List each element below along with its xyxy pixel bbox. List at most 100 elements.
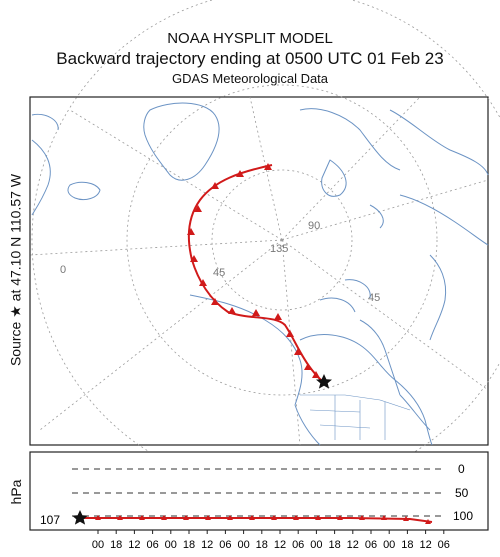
- h-marker-7: [227, 515, 233, 520]
- h-marker-12: [337, 515, 343, 520]
- time-tick-label: 06: [146, 539, 158, 551]
- marker-10: [252, 309, 260, 316]
- h-marker-13: [359, 515, 365, 520]
- se-asia-coast: [399, 394, 431, 431]
- marker-14: [304, 363, 312, 370]
- marker-8: [211, 298, 219, 305]
- h-marker-8: [249, 515, 255, 520]
- h-marker-1: [95, 515, 101, 520]
- latitude-circles: [31, 0, 500, 491]
- h-marker-14: [381, 515, 387, 520]
- h-marker-5: [183, 515, 189, 520]
- trajectory-markers: [187, 163, 320, 378]
- europe-coast: [31, 139, 51, 216]
- h-marker-15: [403, 516, 409, 521]
- marker-15: [312, 371, 320, 378]
- arctic-island-2: [369, 204, 384, 229]
- marker-9: [228, 307, 236, 314]
- time-tick-label: 00: [92, 539, 104, 551]
- source-star-icon: [316, 374, 332, 389]
- grid-label-90: 90: [308, 220, 320, 232]
- marker-1: [264, 163, 272, 170]
- time-tick-label: 12: [201, 539, 213, 551]
- alaska-bc-coast: [189, 294, 303, 406]
- time-tick-label: 06: [365, 539, 377, 551]
- map-frame: [29, 96, 489, 446]
- time-tick-label: 12: [128, 539, 140, 551]
- marker-12: [286, 330, 294, 337]
- lat-circle-middle: [126, 84, 438, 396]
- meridian-5: [281, 96, 421, 241]
- height-trace: [80, 517, 433, 523]
- us-state-borders: [300, 394, 411, 440]
- time-tick-label: 12: [347, 539, 359, 551]
- marker-3: [211, 182, 219, 189]
- meridian-6: [281, 179, 489, 241]
- meridian-1: [39, 239, 283, 431]
- arctic-coast-1: [299, 108, 401, 171]
- meridian-3: [69, 109, 283, 241]
- arctic-island-1: [321, 159, 347, 197]
- time-tick-label: 18: [183, 539, 195, 551]
- title-line-2: Backward trajectory ending at 0500 UTC 0…: [56, 49, 444, 68]
- iceland-coast: [67, 181, 101, 201]
- time-tick-label: 06: [219, 539, 231, 551]
- h-marker-2: [117, 515, 123, 520]
- grid-label-0: 0: [60, 264, 66, 276]
- marker-6: [190, 255, 198, 262]
- time-tick-label: 12: [274, 539, 286, 551]
- h-marker-6: [205, 515, 211, 520]
- time-tick-label: 00: [237, 539, 249, 551]
- h-marker-3: [139, 515, 145, 520]
- grid-label-45-right: 45: [368, 292, 380, 304]
- marker-13: [294, 348, 302, 355]
- h-marker-16: [425, 519, 431, 524]
- meridian-2: [29, 239, 283, 256]
- time-axis: 00 18 12 06 00 18 12 06 00 18 12 06 00 18 12 06 00 18 12 06: [92, 530, 450, 551]
- time-tick-label: 00: [310, 539, 322, 551]
- h-marker-10: [293, 515, 299, 520]
- coastlines: [31, 102, 489, 446]
- time-tick-label: 12: [419, 539, 431, 551]
- height-source-star-icon: [72, 510, 88, 525]
- arctic-archipelago-2: [344, 279, 371, 299]
- h-marker-4: [161, 515, 167, 520]
- h-marker-11: [315, 515, 321, 520]
- us-west-coast: [294, 404, 321, 446]
- height-markers: [95, 515, 431, 524]
- level-label-100: 100: [453, 509, 473, 523]
- level-label-50: 50: [455, 486, 469, 500]
- marker-7: [199, 279, 207, 286]
- grid-label-135: 135: [270, 243, 288, 255]
- marker-2: [236, 170, 244, 177]
- siberia-coast: [389, 109, 489, 176]
- time-tick-label: 00: [165, 539, 177, 551]
- time-tick-label: 06: [292, 539, 304, 551]
- hudson-bay-coast: [299, 334, 433, 446]
- time-tick-label: 18: [110, 539, 122, 551]
- lat-circle-outer: [31, 0, 500, 491]
- height-panel: 0 50 100 107: [40, 462, 473, 527]
- lat-circle-inner: [211, 169, 353, 311]
- marker-4: [194, 205, 202, 212]
- asia-pacific-coast: [359, 319, 401, 396]
- title-line-1: NOAA HYSPLIT MODEL: [167, 30, 333, 47]
- kamchatka-coast: [399, 194, 489, 246]
- time-tick-label: 18: [328, 539, 340, 551]
- start-level-label: 107: [40, 513, 60, 527]
- marker-5: [187, 228, 195, 235]
- title-line-3: GDAS Meteorological Data: [171, 71, 329, 86]
- time-tick-label: 00: [383, 539, 395, 551]
- time-tick-label: 18: [401, 539, 413, 551]
- map-content: 90 135 45 45 0: [29, 0, 500, 491]
- greenland-coast: [143, 102, 220, 181]
- time-tick-label: 06: [438, 539, 450, 551]
- marker-11: [274, 313, 282, 320]
- trajectory: [187, 163, 332, 389]
- japan-coast: [429, 254, 447, 341]
- grid-label-45-left: 45: [213, 267, 225, 279]
- time-tick-label: 18: [256, 539, 268, 551]
- scandinavia-coast: [31, 113, 59, 131]
- level-label-0: 0: [458, 462, 465, 476]
